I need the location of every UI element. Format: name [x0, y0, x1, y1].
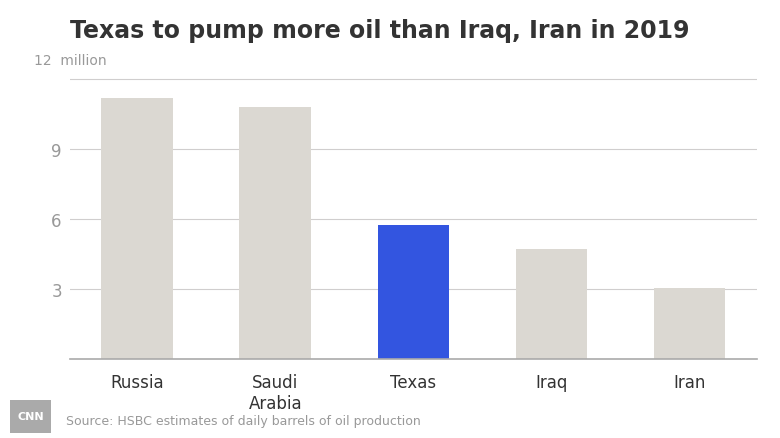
Bar: [654, 288, 725, 359]
Bar: [239, 108, 311, 359]
Bar: [101, 99, 173, 359]
Bar: [516, 250, 587, 359]
Text: 12  million: 12 million: [34, 53, 106, 67]
Text: Source: HSBC estimates of daily barrels of oil production: Source: HSBC estimates of daily barrels …: [66, 414, 421, 427]
Text: Texas to pump more oil than Iraq, Iran in 2019: Texas to pump more oil than Iraq, Iran i…: [70, 18, 690, 42]
Bar: [378, 226, 449, 359]
Text: CNN: CNN: [17, 411, 44, 421]
